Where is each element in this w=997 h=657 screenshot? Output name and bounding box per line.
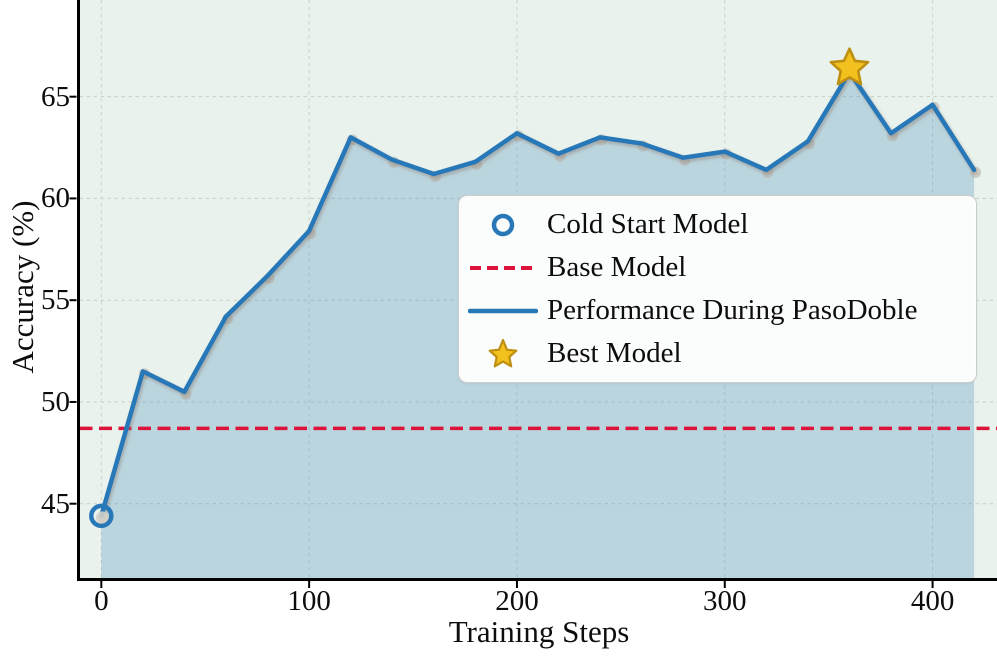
- solid-line-marker-icon: [459, 306, 547, 316]
- legend-label: Performance During PasoDoble: [547, 294, 918, 326]
- best-model-star: [829, 47, 870, 86]
- axis-spine-bottom: [77, 578, 997, 581]
- performance-line: [99, 69, 977, 519]
- circle-outline-marker-icon: [459, 209, 547, 241]
- cold-start-marker: [89, 503, 114, 529]
- legend-label: Base Model: [547, 251, 687, 283]
- legend-item-performance[interactable]: Performance During PasoDoble: [459, 290, 976, 332]
- legend-item-cold-start[interactable]: Cold Start Model: [459, 204, 976, 246]
- dashed-line-marker-icon: [459, 263, 547, 273]
- legend: Cold Start Model Base Model Performance …: [458, 195, 977, 383]
- legend-item-base-model[interactable]: Base Model: [459, 247, 976, 289]
- cold-start-marker-shadow: [95, 511, 109, 525]
- legend-label: Cold Start Model: [547, 208, 749, 240]
- axis-spine-left: [77, 0, 80, 581]
- x-axis-title: Training Steps: [448, 614, 630, 649]
- legend-item-best-model[interactable]: Best Model: [459, 333, 976, 375]
- y-axis-title: Accuracy (%): [5, 200, 40, 374]
- star-marker-icon: [459, 338, 547, 369]
- legend-label: Best Model: [547, 337, 682, 369]
